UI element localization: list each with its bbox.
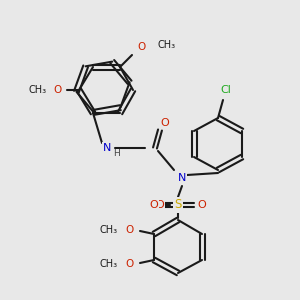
Text: N: N — [178, 173, 186, 183]
Text: O: O — [160, 118, 169, 128]
Text: Cl: Cl — [220, 85, 231, 95]
Text: O: O — [150, 200, 158, 210]
Text: N: N — [103, 143, 111, 153]
Text: O: O — [126, 259, 134, 269]
Text: O: O — [126, 225, 134, 235]
Text: O: O — [156, 200, 164, 210]
Text: H: H — [112, 149, 119, 158]
Text: CH₃: CH₃ — [157, 40, 175, 50]
Text: CH₃: CH₃ — [29, 85, 47, 95]
Text: O: O — [53, 85, 61, 95]
Text: O: O — [198, 200, 206, 210]
Text: S: S — [174, 199, 182, 212]
Text: CH₃: CH₃ — [100, 259, 118, 269]
Text: O: O — [138, 42, 146, 52]
Text: CH₃: CH₃ — [100, 225, 118, 235]
